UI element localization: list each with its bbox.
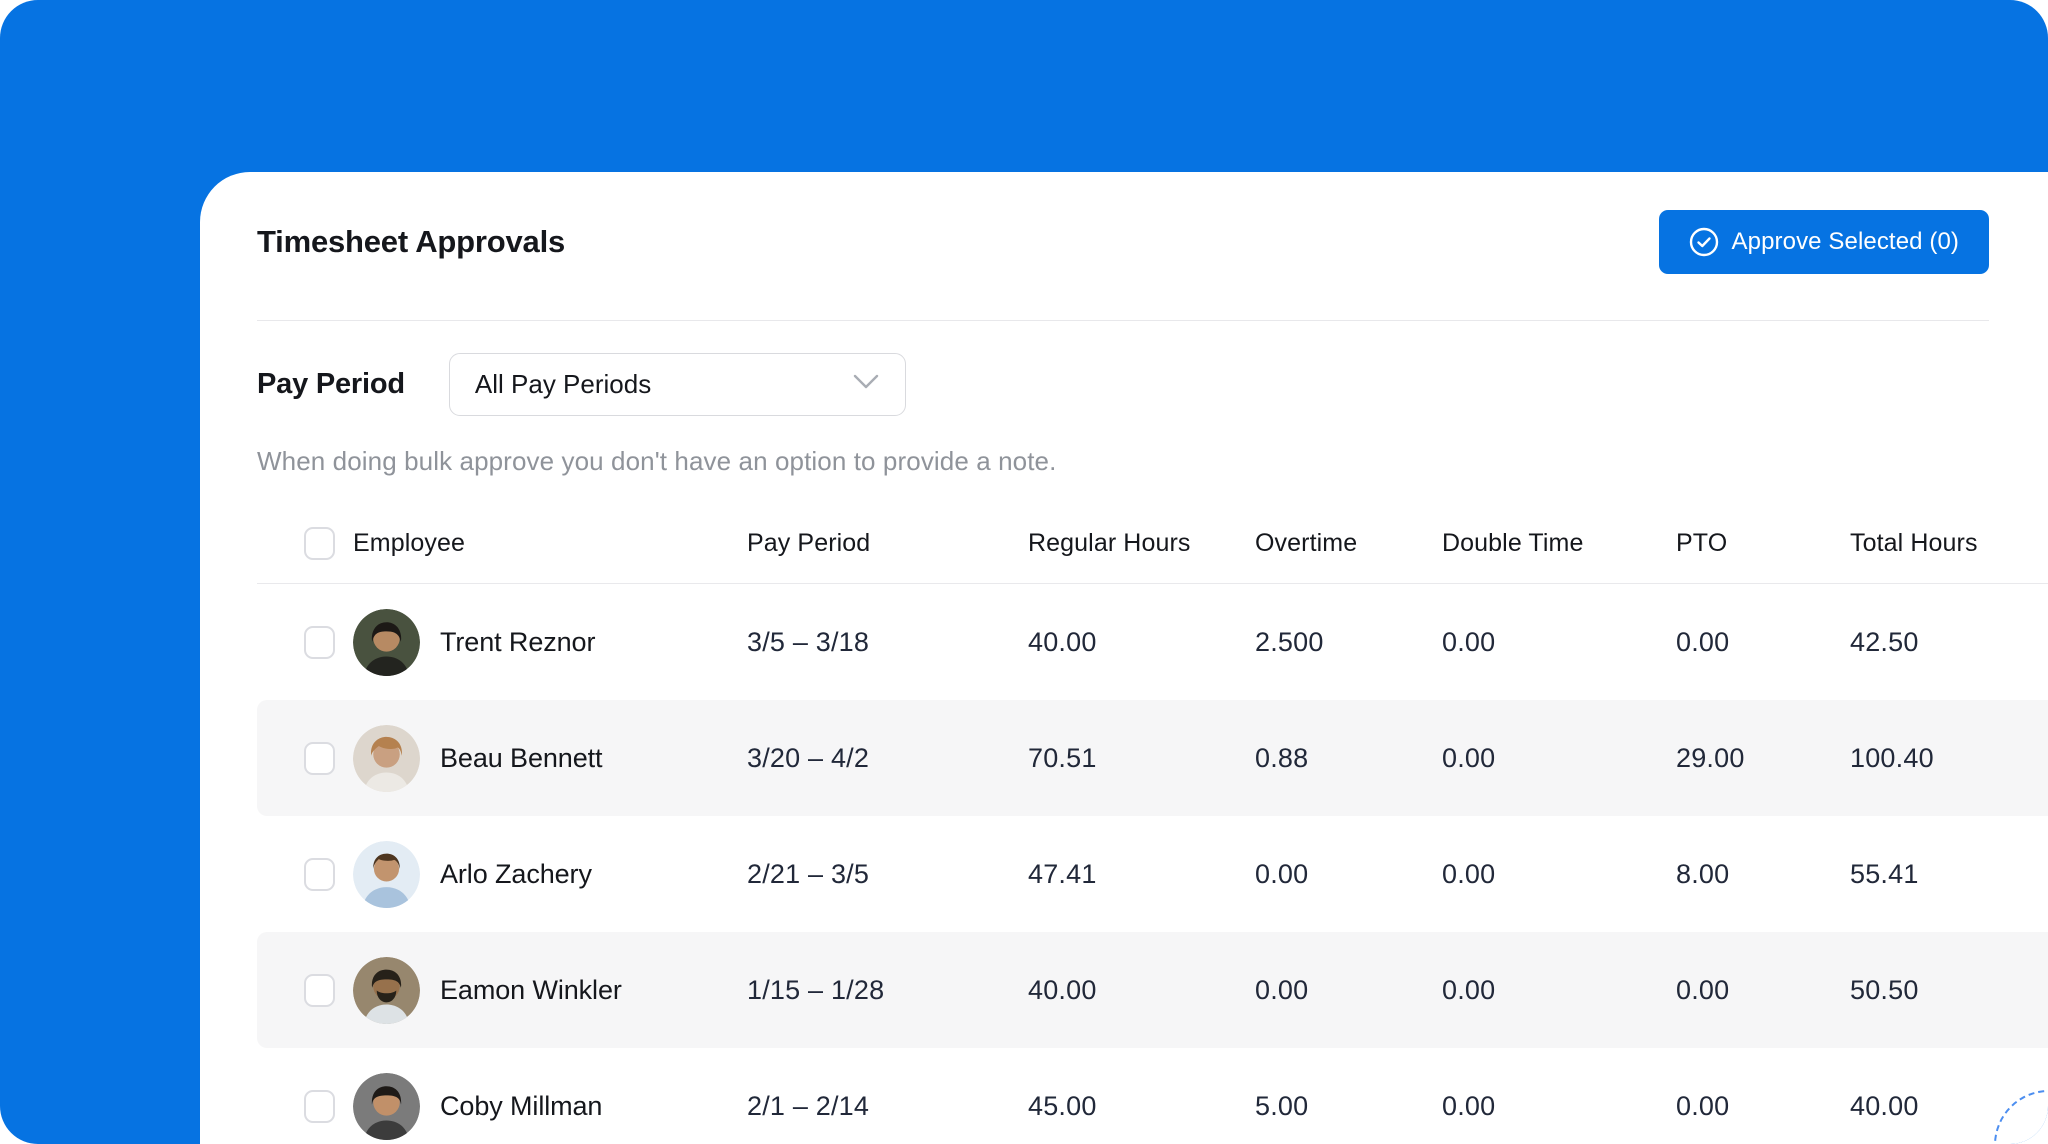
column-header-employee: Employee [353, 529, 465, 557]
overtime-cell: 0.00 [1255, 858, 1309, 889]
column-header-pto: PTO [1676, 529, 1728, 557]
total-hours-cell: 42.50 [1850, 626, 1919, 657]
table-row: Trent Reznor 3/5 – 3/18 40.00 2.500 0.00… [257, 584, 2048, 700]
table-row: Coby Millman 2/1 – 2/14 45.00 5.00 0.00 … [257, 1048, 2048, 1144]
table-header-row: Employee Pay Period Regular Hours Overti… [257, 504, 2048, 584]
pay-period-dropdown-value: All Pay Periods [474, 369, 652, 399]
bulk-approve-note: When doing bulk approve you don't have a… [257, 446, 1057, 476]
row-checkbox[interactable] [304, 741, 335, 775]
table-row: Eamon Winkler 1/15 – 1/28 40.00 0.00 0.0… [257, 932, 2048, 1048]
overtime-cell: 2.500 [1255, 626, 1324, 657]
regular-hours-cell: 45.00 [1028, 1090, 1097, 1121]
column-header-total-hours: Total Hours [1850, 529, 1978, 557]
pto-cell: 0.00 [1676, 974, 1730, 1005]
employee-name: Trent Reznor [440, 626, 596, 657]
avatar [353, 1072, 420, 1140]
employee-name: Arlo Zachery [440, 858, 592, 889]
pay-period-cell: 2/21 – 3/5 [747, 858, 870, 889]
chevron-down-icon [853, 374, 879, 395]
row-checkbox[interactable] [304, 973, 335, 1007]
regular-hours-cell: 70.51 [1028, 742, 1097, 773]
table-row: Beau Bennett 3/20 – 4/2 70.51 0.88 0.00 … [257, 700, 2048, 816]
pto-cell: 0.00 [1676, 626, 1730, 657]
pay-period-cell: 1/15 – 1/28 [747, 974, 885, 1005]
pto-cell: 0.00 [1676, 1090, 1730, 1121]
total-hours-cell: 100.40 [1850, 742, 1934, 773]
column-header-pay-period: Pay Period [747, 529, 871, 557]
employee-name: Coby Millman [440, 1090, 603, 1121]
pto-cell: 8.00 [1676, 858, 1730, 889]
row-checkbox[interactable] [304, 625, 335, 659]
total-hours-cell: 50.50 [1850, 974, 1919, 1005]
pay-period-cell: 3/20 – 4/2 [747, 742, 870, 773]
double-time-cell: 0.00 [1442, 742, 1496, 773]
approve-selected-label: Approve Selected (0) [1731, 228, 1959, 255]
select-all-checkbox[interactable] [304, 527, 335, 560]
avatar [353, 840, 420, 908]
double-time-cell: 0.00 [1442, 626, 1496, 657]
avatar [353, 608, 420, 676]
column-header-regular-hours: Regular Hours [1028, 529, 1191, 557]
overtime-cell: 0.88 [1255, 742, 1309, 773]
header-divider [257, 320, 1989, 321]
timesheet-table: Employee Pay Period Regular Hours Overti… [257, 504, 2048, 1144]
regular-hours-cell: 40.00 [1028, 626, 1097, 657]
avatar [353, 956, 420, 1024]
double-time-cell: 0.00 [1442, 858, 1496, 889]
approve-selected-button[interactable]: Approve Selected (0) [1658, 210, 1989, 274]
row-checkbox[interactable] [304, 1089, 335, 1123]
regular-hours-cell: 47.41 [1028, 858, 1097, 889]
pto-cell: 29.00 [1676, 742, 1745, 773]
overtime-cell: 0.00 [1255, 974, 1309, 1005]
total-hours-cell: 40.00 [1850, 1090, 1919, 1121]
pay-period-dropdown[interactable]: All Pay Periods [448, 353, 906, 416]
timesheet-approvals-card: Timesheet Approvals Approve Selected (0) [200, 172, 2048, 1144]
avatar [353, 724, 420, 792]
total-hours-cell: 55.41 [1850, 858, 1919, 889]
column-header-overtime: Overtime [1255, 529, 1358, 557]
pay-period-filter-label: Pay Period [257, 368, 405, 400]
employee-name: Beau Bennett [440, 742, 603, 773]
table-row: Arlo Zachery 2/21 – 3/5 47.41 0.00 0.00 … [257, 816, 2048, 932]
pay-period-cell: 2/1 – 2/14 [747, 1090, 870, 1121]
page-title: Timesheet Approvals [257, 224, 566, 259]
column-header-double-time: Double Time [1442, 529, 1584, 557]
double-time-cell: 0.00 [1442, 1090, 1496, 1121]
overtime-cell: 5.00 [1255, 1090, 1309, 1121]
employee-name: Eamon Winkler [440, 974, 622, 1005]
double-time-cell: 0.00 [1442, 974, 1496, 1005]
pay-period-cell: 3/5 – 3/18 [747, 626, 870, 657]
regular-hours-cell: 40.00 [1028, 974, 1097, 1005]
row-checkbox[interactable] [304, 857, 335, 891]
circle-check-icon [1689, 227, 1719, 257]
